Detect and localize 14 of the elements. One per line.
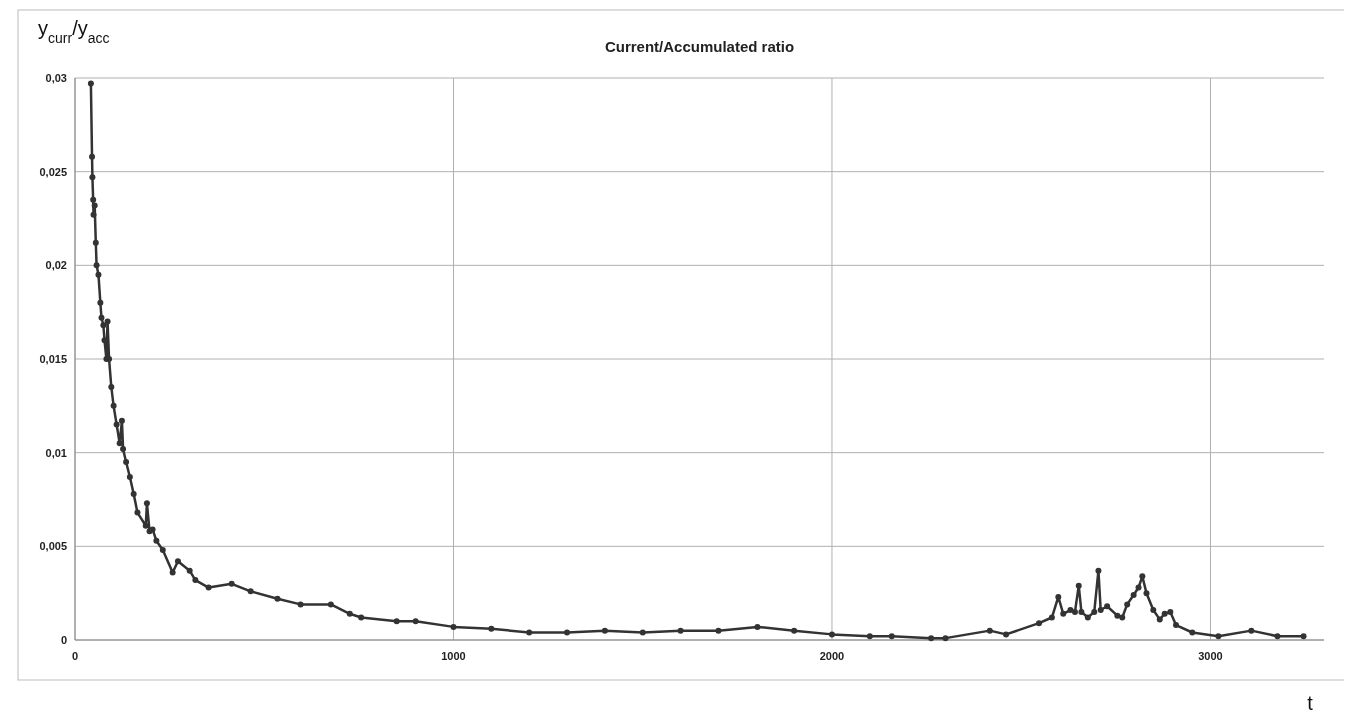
x-tick-label: 2000 bbox=[819, 650, 845, 662]
x-tick-label: 1000 bbox=[441, 650, 466, 662]
y-tick-label: 0,015 bbox=[39, 352, 67, 365]
y-tick-label: 0 bbox=[60, 633, 67, 646]
y-tick-label: 0,005 bbox=[39, 540, 67, 553]
y-tick-label: 0,025 bbox=[39, 165, 67, 178]
x-tick-label: 3000 bbox=[1198, 650, 1223, 662]
y-tick-label: 0,02 bbox=[45, 259, 67, 272]
chart-title: Current/Accumulated ratio bbox=[604, 38, 795, 55]
x-tick-label: 0 bbox=[71, 650, 79, 662]
y-axis-title: y$_{curr}$/y$_{acc}$ bbox=[38, 17, 110, 46]
y-tick-label: 0,01 bbox=[45, 446, 67, 459]
y-tick-label: 0,03 bbox=[45, 71, 67, 84]
x-axis-title: t bbox=[1307, 692, 1314, 714]
